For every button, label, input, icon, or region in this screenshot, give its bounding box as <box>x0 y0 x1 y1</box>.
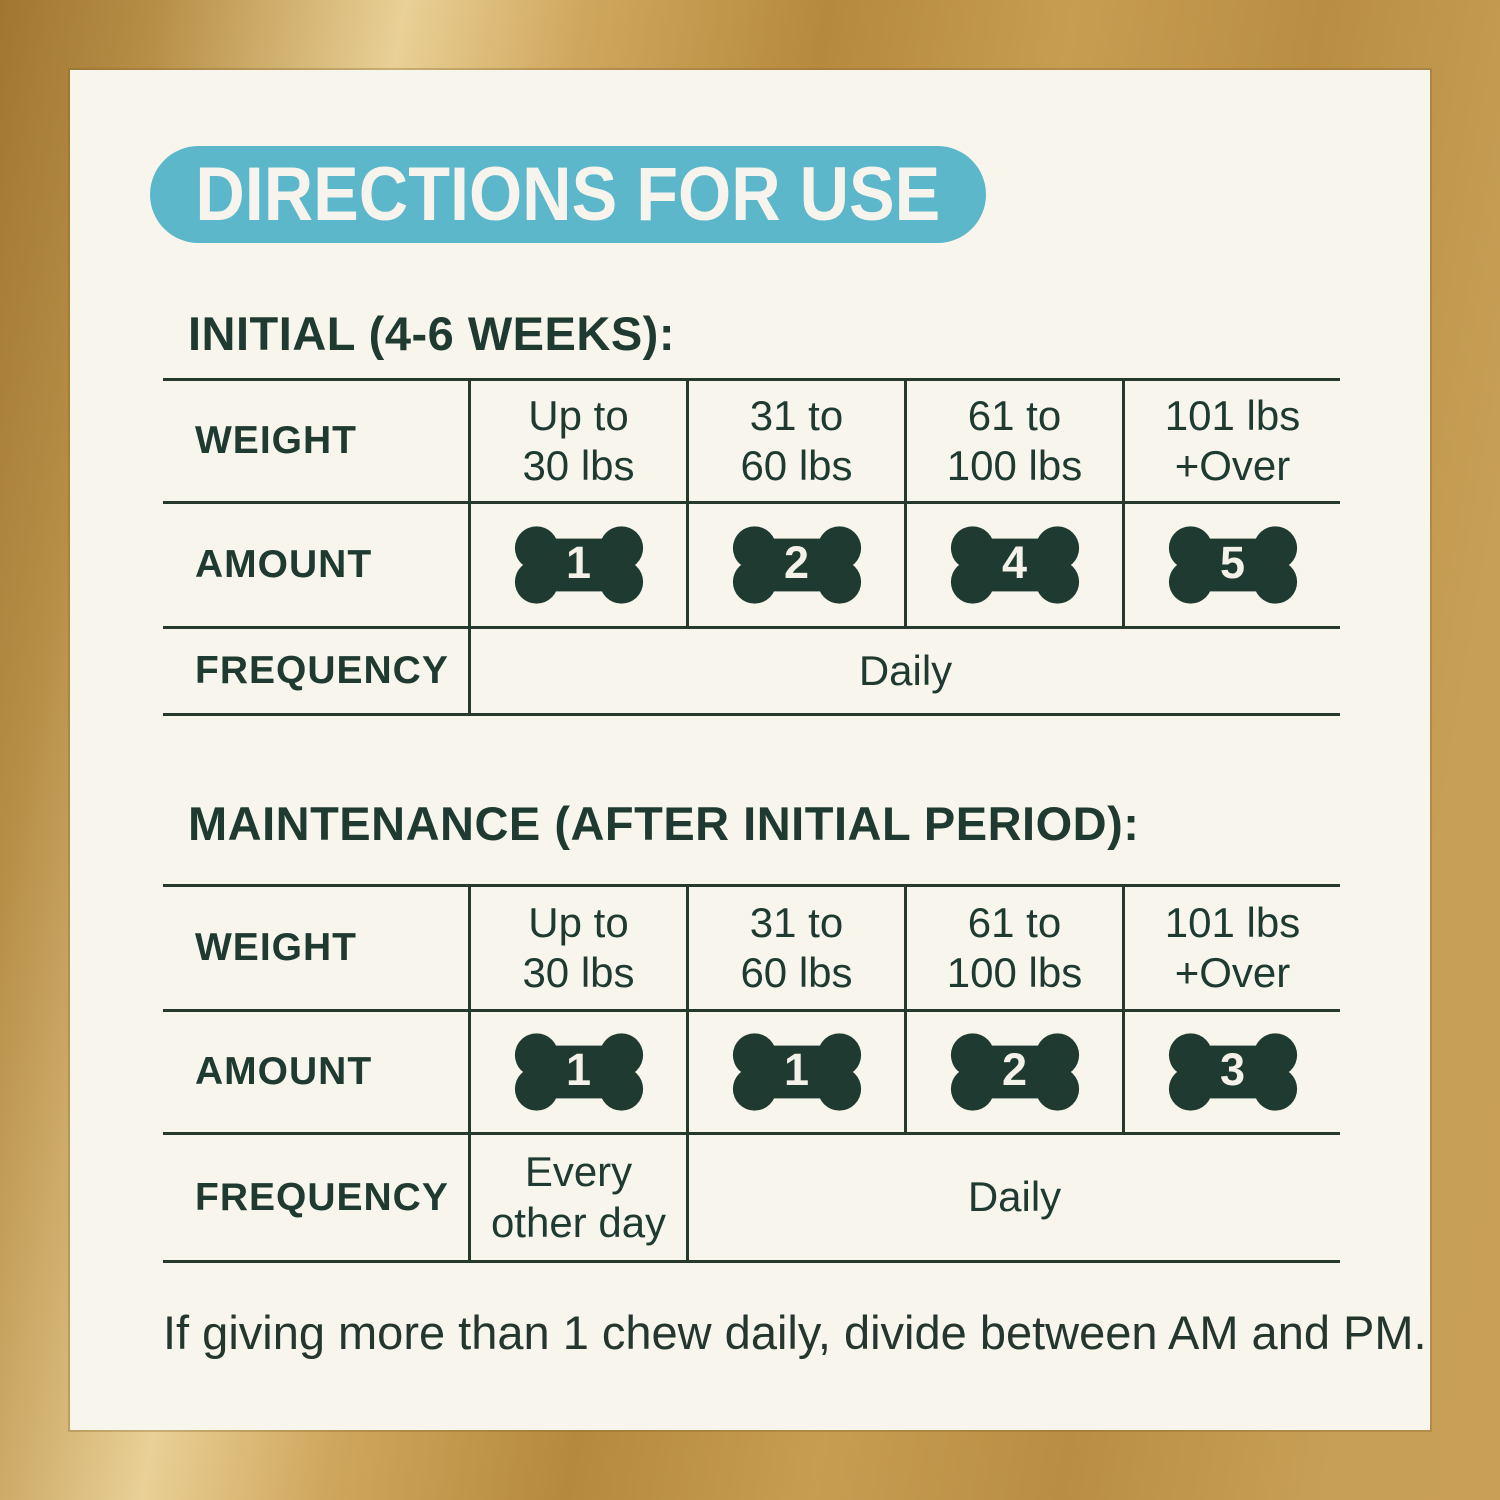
bone-icon: 3 <box>1167 1032 1299 1112</box>
initial-weight-label: WEIGHT <box>163 378 468 501</box>
maintenance-section-title: MAINTENANCE (AFTER INITIAL PERIOD): <box>188 797 1140 850</box>
maintenance-amount-col-2: 1 <box>686 1009 904 1132</box>
maintenance-amount-value-1: 1 <box>565 1044 592 1095</box>
directions-banner: DIRECTIONS FOR USE <box>150 146 986 243</box>
bone-icon: 2 <box>949 1032 1081 1112</box>
bone-icon: 4 <box>949 525 1081 605</box>
bone-icon: 1 <box>731 1032 863 1112</box>
maintenance-amount-col-3: 2 <box>904 1009 1122 1132</box>
bone-icon: 1 <box>513 525 645 605</box>
directions-banner-title: DIRECTIONS FOR USE <box>195 152 941 237</box>
label-content-area: DIRECTIONS FOR USE INITIAL (4-6 WEEKS): … <box>70 70 1430 1430</box>
maintenance-amount-col-4: 3 <box>1122 1009 1340 1132</box>
initial-amount-value-3: 4 <box>1001 537 1028 588</box>
initial-dose-table: WEIGHT Up to 30 lbs 31 to 60 lbs 61 to 1… <box>163 378 1340 716</box>
maintenance-weight-label: WEIGHT <box>163 884 468 1009</box>
bone-icon: 1 <box>513 1032 645 1112</box>
initial-weight-col-4: 101 lbs +Over <box>1122 378 1340 501</box>
maintenance-amount-value-3: 2 <box>1001 1044 1028 1095</box>
initial-frequency-label: FREQUENCY <box>163 626 468 716</box>
maintenance-weight-col-4: 101 lbs +Over <box>1122 884 1340 1009</box>
initial-weight-col-3: 61 to 100 lbs <box>904 378 1122 501</box>
maintenance-amount-value-2: 1 <box>783 1044 810 1095</box>
maintenance-frequency-label: FREQUENCY <box>163 1132 468 1263</box>
maintenance-frequency-value-rest: Daily <box>686 1132 1340 1263</box>
initial-amount-col-3: 4 <box>904 501 1122 626</box>
initial-amount-col-1: 1 <box>468 501 686 626</box>
bone-icon: 2 <box>731 525 863 605</box>
maintenance-weight-col-3: 61 to 100 lbs <box>904 884 1122 1009</box>
dosing-note: If giving more than 1 chew daily, divide… <box>163 1306 1427 1359</box>
initial-amount-col-2: 2 <box>686 501 904 626</box>
maintenance-amount-col-1: 1 <box>468 1009 686 1132</box>
maintenance-weight-col-1: Up to 30 lbs <box>468 884 686 1009</box>
initial-frequency-value: Daily <box>468 626 1340 716</box>
initial-amount-value-4: 5 <box>1219 537 1246 588</box>
maintenance-amount-label: AMOUNT <box>163 1009 468 1132</box>
initial-weight-col-2: 31 to 60 lbs <box>686 378 904 501</box>
bone-icon: 5 <box>1167 525 1299 605</box>
maintenance-weight-col-2: 31 to 60 lbs <box>686 884 904 1009</box>
initial-amount-value-2: 2 <box>783 537 810 588</box>
initial-section-title: INITIAL (4-6 WEEKS): <box>188 307 675 360</box>
initial-amount-value-1: 1 <box>565 537 592 588</box>
maintenance-amount-value-4: 3 <box>1219 1044 1246 1095</box>
initial-amount-label: AMOUNT <box>163 501 468 626</box>
maintenance-frequency-value-1: Every other day <box>468 1132 686 1263</box>
initial-weight-col-1: Up to 30 lbs <box>468 378 686 501</box>
initial-amount-col-4: 5 <box>1122 501 1340 626</box>
maintenance-dose-table: WEIGHT Up to 30 lbs 31 to 60 lbs 61 to 1… <box>163 884 1340 1263</box>
